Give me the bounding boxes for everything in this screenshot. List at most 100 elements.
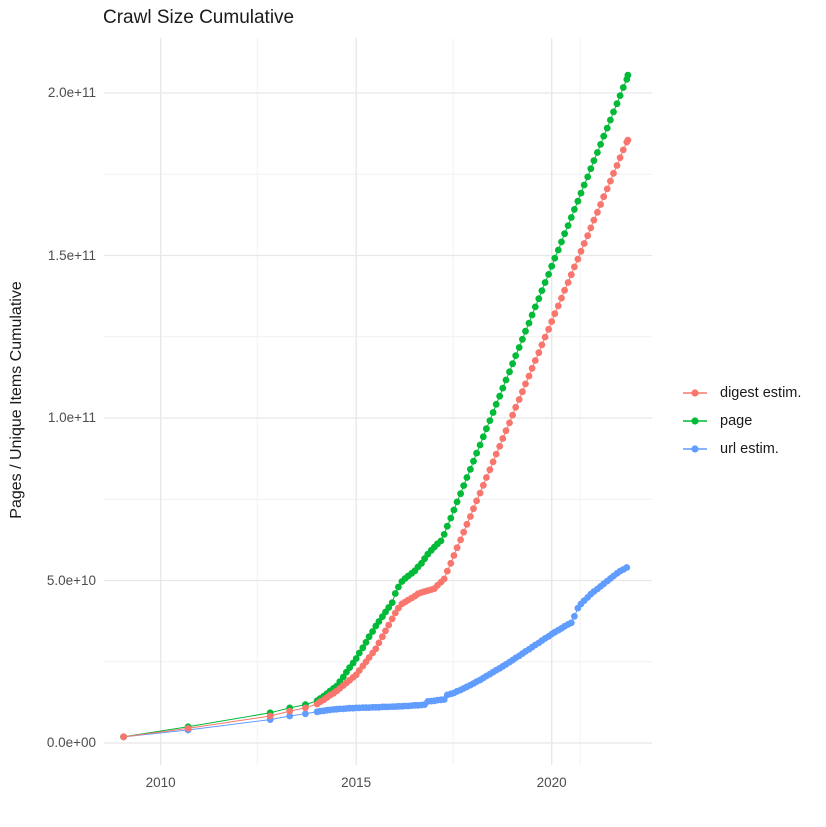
data-point: [610, 169, 617, 177]
data-point: [479, 433, 487, 441]
data-point: [624, 136, 632, 144]
data-point: [571, 263, 578, 271]
data-point: [587, 224, 595, 232]
data-point: [538, 287, 546, 294]
data-point: [460, 482, 468, 489]
data-point: [509, 360, 516, 368]
data-point: [541, 279, 549, 286]
data-point: [443, 522, 451, 530]
data-point: [499, 384, 507, 392]
data-point: [580, 181, 588, 189]
data-point: [463, 474, 471, 481]
x-tick-label: 2010: [145, 775, 176, 790]
data-point: [528, 364, 536, 372]
data-point: [512, 403, 520, 411]
data-point: [616, 154, 624, 162]
data-point: [554, 246, 562, 254]
data-point: [460, 528, 468, 536]
data-point: [499, 435, 507, 442]
data-point: [603, 124, 611, 132]
data-point: [489, 409, 497, 416]
data-point: [574, 197, 582, 205]
data-point: [613, 162, 621, 169]
data-point: [567, 619, 575, 627]
data-point: [346, 664, 353, 671]
data-point: [388, 599, 396, 606]
data-point: [567, 214, 575, 221]
data-point: [437, 537, 445, 545]
data-point: [492, 450, 500, 458]
data-point: [607, 116, 614, 124]
data-point: [450, 552, 458, 559]
data-point: [577, 247, 585, 255]
data-point: [302, 710, 309, 718]
data-point: [558, 238, 565, 246]
data-point: [600, 193, 608, 201]
data-point: [286, 707, 294, 715]
data-point: [515, 344, 523, 351]
legend-item-digest-estim: digest estim.: [682, 379, 801, 407]
data-point: [597, 141, 604, 148]
data-point: [489, 458, 497, 466]
data-point: [391, 590, 399, 597]
data-point: [473, 497, 480, 505]
data-point: [457, 536, 464, 544]
data-point: [440, 531, 448, 538]
data-point: [531, 357, 539, 364]
data-point: [584, 232, 592, 240]
data-point: [619, 84, 627, 91]
data-point: [375, 618, 383, 625]
data-point: [590, 157, 598, 165]
data-point: [385, 621, 393, 629]
data-point: [554, 302, 562, 310]
data-point: [453, 498, 461, 506]
data-point: [535, 349, 543, 357]
y-tick-label: 5.0e+10: [46, 572, 96, 588]
data-point: [470, 505, 477, 513]
data-point: [483, 425, 490, 433]
data-point: [515, 396, 523, 403]
data-point: [379, 633, 386, 641]
data-point: [286, 712, 294, 720]
data-point: [519, 388, 526, 396]
data-point: [541, 333, 549, 341]
data-point: [339, 673, 347, 681]
data-point: [382, 627, 389, 635]
data-point: [450, 506, 458, 514]
data-point: [551, 310, 559, 318]
data-point: [597, 201, 604, 208]
data-point: [447, 514, 455, 522]
data-point: [610, 108, 617, 116]
data-point: [561, 286, 568, 294]
data-point: [457, 490, 464, 498]
data-point: [391, 609, 399, 617]
data-point: [473, 449, 480, 457]
legend-item-url-estim: url estim.: [682, 435, 801, 463]
data-point: [362, 638, 370, 646]
data-point: [561, 230, 568, 238]
x-tick-label: 2020: [536, 775, 567, 790]
data-point: [479, 481, 487, 489]
data-point: [551, 254, 559, 262]
data-point: [594, 208, 601, 216]
data-point: [453, 544, 461, 552]
y-tick-label: 2.0e+11: [47, 85, 96, 100]
data-point: [594, 149, 601, 156]
data-point: [506, 368, 513, 376]
y-tick-label: 1.5e+11: [47, 247, 96, 263]
legend-label: digest estim.: [720, 385, 802, 401]
data-point: [574, 255, 582, 263]
data-point: [538, 341, 546, 349]
data-point: [476, 489, 484, 497]
data-point: [509, 411, 516, 419]
data-point: [486, 466, 494, 474]
data-point: [352, 655, 360, 662]
data-point: [463, 520, 471, 528]
data-point: [531, 303, 539, 311]
data-point: [545, 325, 552, 333]
data-point: [470, 457, 477, 465]
data-point: [623, 564, 631, 571]
data-point: [447, 559, 455, 567]
data-point: [607, 177, 614, 185]
